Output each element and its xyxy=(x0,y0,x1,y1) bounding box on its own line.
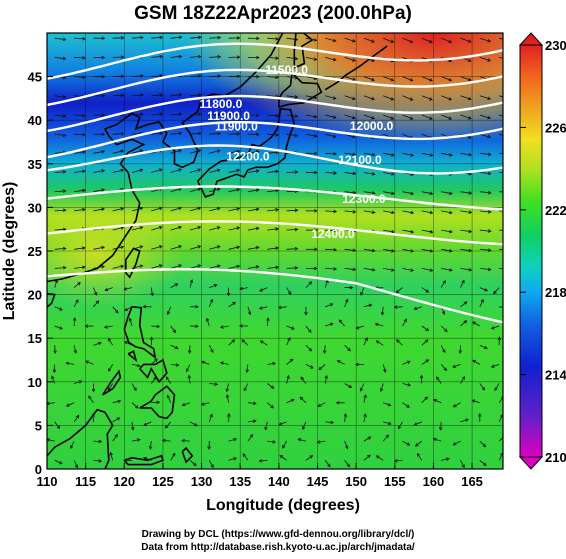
x-tick-label: 130 xyxy=(191,474,213,489)
colorbar-bottom-arrow xyxy=(520,457,542,469)
x-tick-label: 165 xyxy=(461,474,483,489)
y-tick-label: 15 xyxy=(28,331,42,346)
map-title: GSM 18Z22Apr2023 (200.0hPa) xyxy=(134,3,412,24)
streamline-arrowhead xyxy=(507,116,510,119)
streamline-arrowhead xyxy=(507,248,510,251)
contour-label: 12200.0 xyxy=(226,149,270,163)
streamline-arrowhead xyxy=(507,152,510,155)
x-tick-label: 125 xyxy=(152,474,174,489)
streamline-arrowhead xyxy=(504,306,507,309)
streamline-segment xyxy=(113,134,124,135)
x-tick-label: 135 xyxy=(229,474,251,489)
streamline-arrowhead xyxy=(507,191,510,194)
streamline-arrowhead xyxy=(507,39,510,42)
colorbar-tick-label: 210 xyxy=(545,450,566,465)
colorbar-tick-label: 226 xyxy=(545,120,566,135)
warm-region-west xyxy=(47,180,297,330)
colorbar-tick-label: 214 xyxy=(545,368,566,383)
x-tick-label: 115 xyxy=(75,474,96,489)
streamline-arrowhead xyxy=(507,229,510,232)
x-axis-label: Longitude (degrees) xyxy=(206,497,360,514)
y-tick-label: 40 xyxy=(28,113,42,128)
colorbar-tick-label: 218 xyxy=(545,285,566,300)
streamline-arrowhead xyxy=(507,135,510,138)
x-tick-label: 120 xyxy=(113,474,135,489)
streamline-arrowhead xyxy=(507,77,510,80)
colorbar-tick-label: 230 xyxy=(545,38,566,53)
streamline-arrowhead xyxy=(507,268,510,271)
contour-label: 12100.0 xyxy=(338,153,382,167)
x-tick-label: 150 xyxy=(345,474,367,489)
x-tick-label: 160 xyxy=(423,474,445,489)
credit-drawing: Drawing by DCL (https://www.gfd-dennou.o… xyxy=(142,529,415,540)
colorbar-body xyxy=(520,45,542,457)
colorbar-tick-label: 222 xyxy=(545,203,566,218)
x-tick-label: 140 xyxy=(268,474,290,489)
credit-data: Data from http://database.rish.kyoto-u.a… xyxy=(141,542,415,553)
y-tick-label: 35 xyxy=(28,157,42,172)
contour-label: 12000.0 xyxy=(350,119,394,133)
contour-label: 11500.0 xyxy=(265,63,308,77)
streamline-arrowhead xyxy=(507,172,510,175)
colorbar: 210 214 218 222 226 230 xyxy=(520,33,566,469)
x-tick-label: 155 xyxy=(384,474,406,489)
contour-label: 11900.0 xyxy=(215,120,258,134)
streamline-arrowhead xyxy=(507,97,510,100)
y-axis-label: Latitude (degrees) xyxy=(1,182,18,321)
contour-label: 12400.0 xyxy=(311,227,355,241)
y-tick-label: 0 xyxy=(35,462,42,477)
x-tick-label: 145 xyxy=(307,474,329,489)
y-tick-label: 25 xyxy=(28,244,42,259)
y-tick-label: 20 xyxy=(28,288,42,303)
colorbar-top-arrow xyxy=(520,33,542,45)
streamline-arrowhead xyxy=(507,58,510,61)
streamline-arrowhead xyxy=(507,210,510,213)
y-tick-label: 5 xyxy=(35,418,42,433)
contour-label: 12300.0 xyxy=(342,192,386,206)
y-tick-label: 45 xyxy=(28,70,42,85)
y-tick-label: 10 xyxy=(28,375,42,390)
y-tick-label: 30 xyxy=(28,200,42,215)
